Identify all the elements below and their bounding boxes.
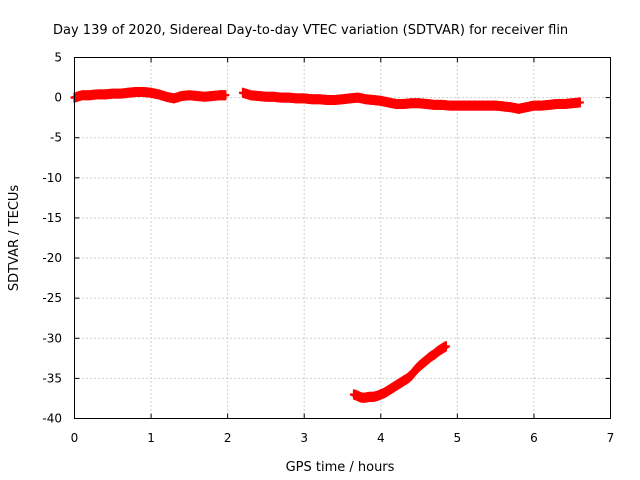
x-tick-label: 5 bbox=[454, 431, 462, 445]
x-axis-label: GPS time / hours bbox=[286, 460, 395, 475]
y-tick-label: 0 bbox=[54, 91, 62, 105]
y-tick-label: 5 bbox=[54, 51, 62, 65]
x-tick-label: 7 bbox=[607, 431, 615, 445]
y-tick-label: -40 bbox=[42, 412, 62, 426]
y-tick-label: -25 bbox=[42, 291, 62, 305]
chart-title: Day 139 of 2020, Sidereal Day-to-day VTE… bbox=[53, 23, 568, 38]
x-tick-label: 0 bbox=[71, 431, 79, 445]
y-axis-label: SDTVAR / TECUs bbox=[7, 185, 22, 292]
data-point bbox=[221, 90, 230, 101]
axis-ticks bbox=[74, 57, 611, 419]
y-tick-label: -5 bbox=[50, 131, 62, 145]
data-points bbox=[70, 86, 584, 403]
plot-frame bbox=[74, 57, 611, 419]
series-1 bbox=[70, 86, 230, 104]
x-tick-labels: 0 1 2 3 4 5 6 7 bbox=[71, 431, 615, 445]
y-tick-labels: 5 0 -5 -10 -15 -20 -25 -30 -35 -40 bbox=[42, 51, 62, 426]
data-point bbox=[575, 97, 584, 108]
data-point bbox=[441, 341, 450, 352]
series-2 bbox=[238, 87, 584, 114]
x-tick-label: 4 bbox=[377, 431, 385, 445]
grid bbox=[74, 57, 611, 419]
y-tick-label: -20 bbox=[42, 251, 62, 265]
y-tick-label: -10 bbox=[42, 171, 62, 185]
y-tick-label: -30 bbox=[42, 331, 62, 345]
series-3 bbox=[349, 341, 450, 403]
x-tick-label: 6 bbox=[530, 431, 538, 445]
y-tick-label: -35 bbox=[42, 371, 62, 385]
x-tick-label: 2 bbox=[224, 431, 232, 445]
x-tick-label: 3 bbox=[300, 431, 308, 445]
y-tick-label: -15 bbox=[42, 211, 62, 225]
x-tick-label: 1 bbox=[147, 431, 155, 445]
